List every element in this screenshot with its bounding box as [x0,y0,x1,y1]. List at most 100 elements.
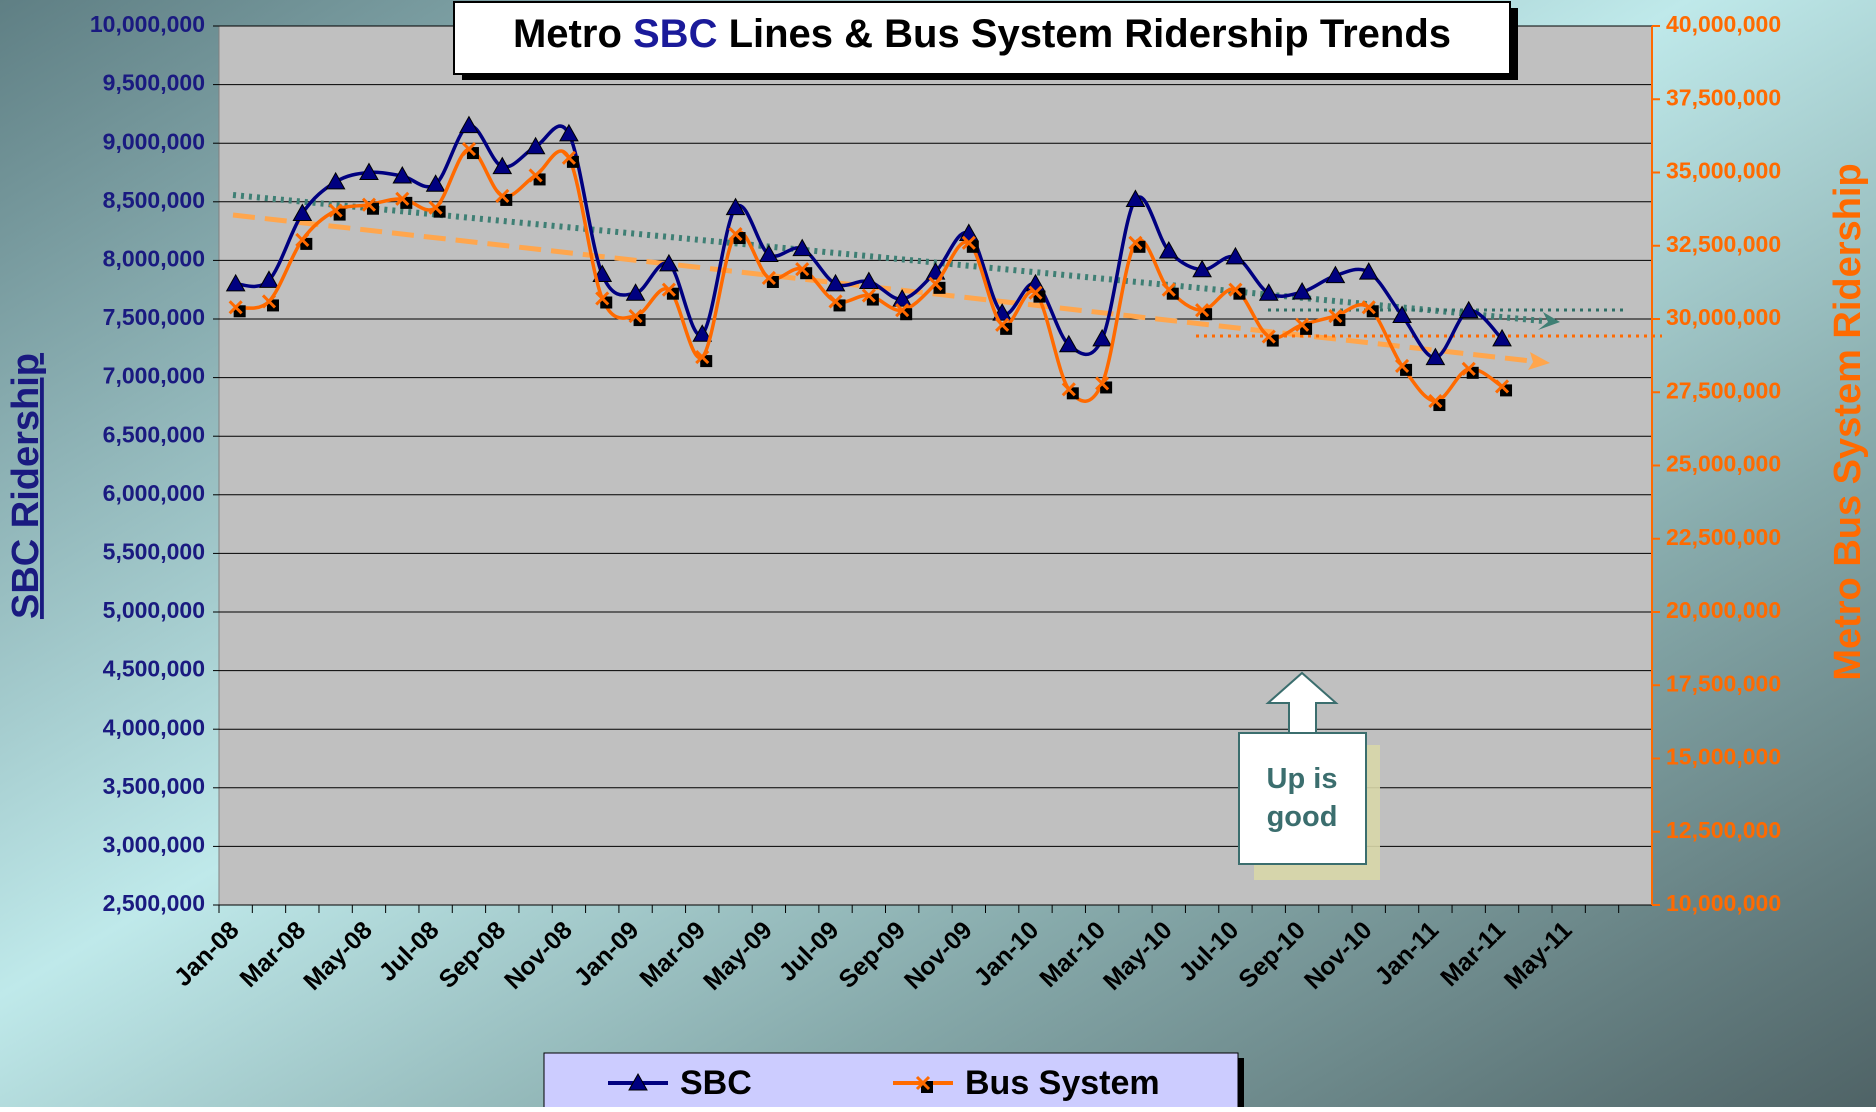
marker [1428,393,1446,412]
title-part: Metro [513,12,622,56]
marker [492,156,513,175]
y-tick-label: 6,000,000 [103,480,205,506]
marker [995,317,1013,335]
y-tick-label: 9,500,000 [103,70,205,96]
marker-x [728,226,743,242]
y2-tick-label: 12,500,000 [1666,817,1781,843]
marker [928,276,946,294]
marker [1058,334,1079,353]
marker-x [561,150,576,165]
marker-x [428,200,443,215]
marker [292,203,313,222]
y-tick-label: 5,000,000 [103,597,205,623]
marker [1361,300,1379,318]
marker [1328,309,1346,327]
marker-x [828,294,843,309]
marker [528,168,546,186]
marker [295,232,313,250]
marker-x [495,188,510,204]
marker [459,115,479,134]
marker-x [1128,235,1143,250]
y-tick-label: 7,000,000 [103,363,205,389]
marker-x [1328,309,1343,324]
marker [1292,282,1312,300]
sbc-trend [232,192,1544,324]
marker-x [1295,317,1310,332]
marker [225,273,246,292]
marker [961,235,979,253]
marker-x [1428,393,1443,409]
y-tick-label: 7,500,000 [103,304,205,330]
marker-x [661,282,676,297]
marker-x [328,203,343,218]
marker [1325,265,1346,284]
marker [1192,259,1212,278]
marker-x [1261,329,1276,344]
marker [825,273,846,292]
marks [225,115,1513,412]
marker [695,350,713,368]
marker [795,262,813,280]
marker-x [1361,300,1376,315]
legend-label: Bus System [965,1064,1160,1102]
y2-tick-label: 15,000,000 [1666,744,1781,770]
marker-x [461,141,477,157]
marker [828,294,846,312]
marker-x [1195,303,1210,318]
marker-x [395,191,410,206]
marker [628,1072,648,1091]
marker [1358,262,1379,280]
marker [1261,329,1279,347]
marker-x [928,276,943,291]
marker [461,141,479,160]
legend-entries: SBC Bus System [608,1064,1160,1102]
marker [1228,282,1246,300]
y-tick-label: 4,500,000 [103,656,205,682]
marker-x [261,294,277,309]
y-tick-label: 10,000,000 [90,11,205,37]
marker-x [995,317,1010,332]
marker-x [1394,358,1410,373]
title-box [453,1,1511,75]
marker [761,270,779,288]
marker [1092,328,1112,347]
marker [728,226,746,245]
y-tick-label: 5,500,000 [103,538,205,564]
marker [759,244,779,263]
y-axis-title: SBC Ridership [5,353,47,619]
marker [1458,300,1479,319]
marker-x [861,288,876,303]
marker [1028,285,1046,303]
marker [1161,282,1179,300]
legend-label: SBC [680,1064,752,1102]
marker-x [228,300,243,315]
y2-axis-title: Metro Bus System Ridership [1827,163,1869,680]
y-tick-label: 3,500,000 [103,773,205,799]
y2-tick-label: 25,000,000 [1666,451,1781,477]
plot-area [218,25,1653,906]
y2-tick-label: 35,000,000 [1666,158,1781,184]
marker [1394,358,1413,376]
marker-x [795,262,810,277]
chart-title: Metro SBC Lines & Bus System Ridership T… [513,12,1451,56]
marker [1295,317,1313,335]
marker [625,283,646,301]
marker-x [1095,376,1110,391]
marker [1095,376,1113,394]
marker [261,294,279,312]
y-tick-label: 8,000,000 [103,245,205,271]
marker-x [1228,282,1243,297]
annotation-line: Up is [1267,763,1338,795]
marker-x [915,1075,931,1091]
marker-x [1028,285,1043,300]
marker [792,238,813,257]
y-tick-label: 4,000,000 [103,714,205,740]
y-tick-label: 3,000,000 [103,831,205,857]
y2-tick-label: 30,000,000 [1666,304,1781,330]
marker-x [695,350,710,365]
marker [692,324,713,342]
marker [1258,283,1279,301]
marker-x [761,270,776,286]
marker [1225,246,1246,265]
